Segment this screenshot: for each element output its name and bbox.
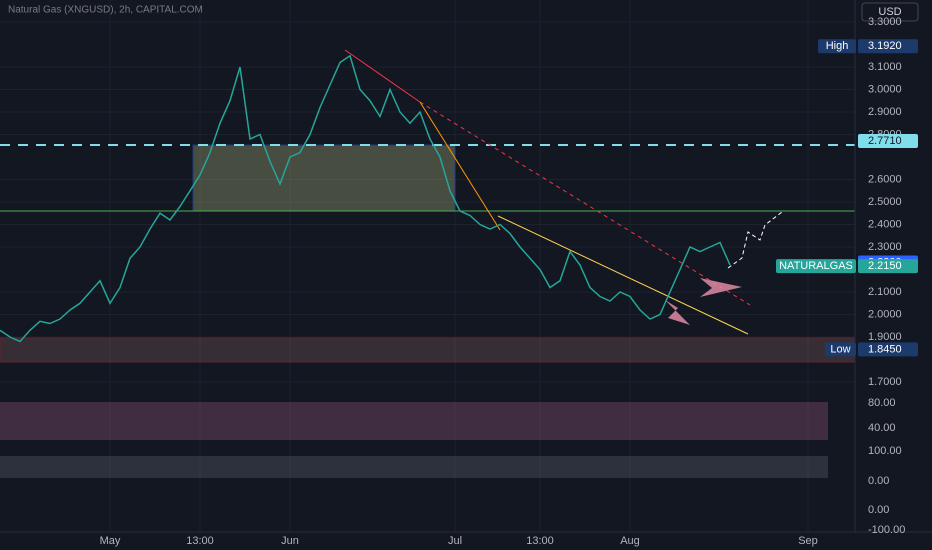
projection	[727, 211, 783, 269]
x-tick-label: Jun	[281, 535, 299, 547]
price-label: 1.8450	[868, 343, 902, 355]
demand-zone	[0, 337, 856, 363]
price-label-name: Low	[830, 343, 850, 355]
price-label: 3.1920	[868, 40, 902, 52]
x-tick-label: 13:00	[186, 535, 214, 547]
supply-zone	[192, 144, 456, 212]
y-tick-label: 3.0000	[868, 83, 902, 95]
indicator-tick-label: 0.00	[868, 504, 889, 516]
price-label-name-box	[825, 342, 856, 357]
price-label-box	[858, 39, 918, 54]
price-label-name-box	[776, 259, 856, 274]
x-tick-label: Jul	[448, 535, 462, 547]
y-tick-label: 2.3000	[868, 241, 902, 253]
x-tick-label: Aug	[620, 535, 640, 547]
grid-group	[0, 0, 855, 532]
arrow	[700, 278, 742, 297]
x-tick-label: 13:00	[526, 535, 554, 547]
indicator-tick-label: 0.00	[868, 475, 889, 487]
currency-box	[861, 2, 919, 22]
price-label-name: NATURALGAS	[779, 260, 853, 272]
price-label-box	[858, 342, 918, 357]
price-label: 2.7710	[868, 135, 902, 147]
chart-title: Natural Gas (XNGUSD), 2h, CAPITAL.COM	[8, 5, 203, 16]
y-tick-label: 2.1000	[868, 286, 902, 298]
y-tick-label: 2.4000	[868, 218, 902, 230]
price-label: 2.2150	[868, 260, 902, 272]
y-tick-label: 3.3000	[868, 16, 902, 28]
y-tick-label: 1.7000	[868, 376, 902, 388]
price-line	[0, 54, 731, 343]
price-label-box	[858, 134, 918, 149]
indicator-tick-label: -100.00	[868, 524, 905, 536]
price-label-box	[858, 259, 918, 274]
trend-line	[344, 49, 421, 103]
y-tick-label: 2.9000	[868, 106, 902, 118]
price-label-name-box	[818, 39, 856, 54]
x-tick-label: May	[100, 535, 121, 547]
trend-line	[419, 101, 501, 231]
trend-line	[419, 101, 751, 306]
y-tick-label: 3.1000	[868, 61, 902, 73]
trend-line	[497, 215, 749, 335]
oscillator-pane	[0, 402, 828, 440]
currency: USD	[878, 6, 901, 18]
indicator-tick-label: 40.00	[868, 422, 896, 434]
indicator-tick-label: 80.00	[868, 397, 896, 409]
oscillator-pane	[0, 456, 828, 478]
y-tick-label: 2.0000	[868, 308, 902, 320]
x-tick-label: Sep	[798, 535, 818, 547]
arrow	[665, 300, 690, 325]
y-tick-label: 2.6000	[868, 173, 902, 185]
y-tick-label: 1.9000	[868, 331, 902, 343]
y-tick-label: 2.5000	[868, 196, 902, 208]
indicator-tick-label: 100.00	[868, 445, 902, 457]
price-label-name: High	[826, 40, 849, 52]
